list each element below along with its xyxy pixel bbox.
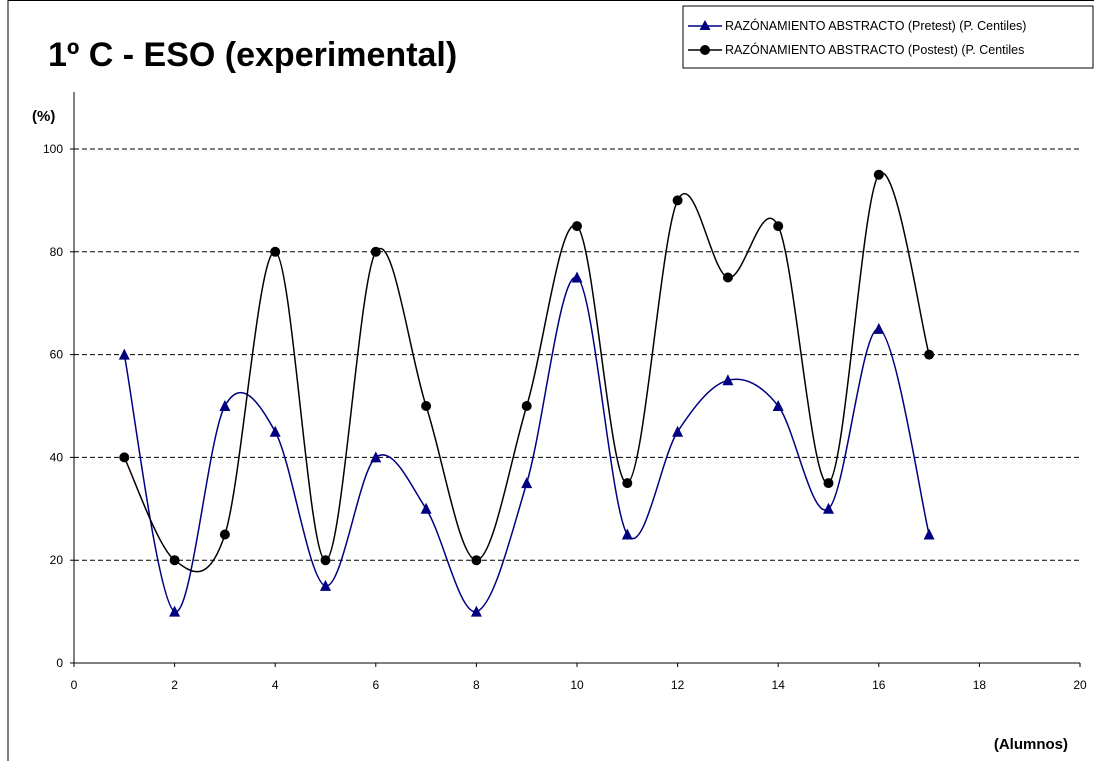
data-point-postest <box>169 555 180 566</box>
x-tick-label: 14 <box>772 678 786 692</box>
data-point-postest <box>572 221 582 232</box>
chart-title: 1º C - ESO (experimental) <box>48 36 457 74</box>
legend: RAZÓNAMIENTO ABSTRACTO (Pretest) (P. Cen… <box>682 5 1094 69</box>
x-tick-label: 6 <box>372 678 379 692</box>
x-tick-label: 18 <box>973 678 987 692</box>
data-point-pretest <box>370 451 382 463</box>
data-point-postest <box>119 452 130 463</box>
x-tick-labels: 0 2 4 6 8 10 12 14 16 18 20 <box>71 678 1087 692</box>
series-layer <box>118 169 935 617</box>
data-point-pretest <box>118 348 130 360</box>
data-point-postest <box>823 478 834 489</box>
data-point-postest <box>219 529 230 540</box>
y-tick-label: 20 <box>50 553 64 567</box>
data-point-pretest <box>320 579 331 591</box>
legend-label-postest: RAZÓNAMIENTO ABSTRACTO (Postest) (P. Cen… <box>725 42 1024 57</box>
data-point-postest <box>873 169 884 180</box>
x-tick-label: 0 <box>71 678 78 692</box>
x-tick-label: 10 <box>570 678 584 692</box>
data-point-postest <box>773 221 784 232</box>
y-tick-label: 100 <box>43 142 63 156</box>
axes <box>70 92 1081 667</box>
data-point-pretest <box>269 425 281 437</box>
legend-box <box>682 5 1094 69</box>
data-point-postest <box>672 195 683 206</box>
x-axis-title: (Alumnos) <box>994 736 1068 753</box>
y-axis-title: (%) <box>32 108 55 125</box>
legend-label-pretest: RAZÓNAMIENTO ABSTRACTO (Pretest) (P. Cen… <box>725 18 1026 33</box>
data-point-postest <box>320 555 331 566</box>
series-line-0 <box>123 276 930 613</box>
data-point-pretest <box>521 477 533 489</box>
legend-marker-pretest <box>699 20 711 30</box>
data-point-postest <box>722 272 733 283</box>
data-point-pretest <box>219 400 231 411</box>
data-point-pretest <box>823 502 834 514</box>
data-point-postest <box>924 349 935 360</box>
y-tick-label: 0 <box>56 656 63 670</box>
x-tick-label: 2 <box>171 678 178 692</box>
x-tick-label: 8 <box>473 678 480 692</box>
y-tick-labels: 0 20 40 60 80 100 <box>43 142 63 670</box>
data-point-pretest <box>621 528 633 540</box>
series-0 <box>118 271 935 617</box>
y-tick-label: 40 <box>50 450 64 464</box>
data-point-pretest <box>923 528 935 540</box>
x-tick-label: 16 <box>872 678 886 692</box>
data-point-pretest <box>420 502 432 514</box>
series-line-1 <box>123 172 930 573</box>
y-tick-label: 80 <box>50 245 64 259</box>
data-point-pretest <box>470 605 482 617</box>
data-point-postest <box>471 555 482 566</box>
data-point-postest <box>521 401 532 411</box>
legend-marker-postest <box>700 45 710 55</box>
data-point-postest <box>370 246 381 257</box>
x-tick-label: 4 <box>272 678 279 692</box>
x-tick-label: 12 <box>671 678 685 692</box>
data-point-pretest <box>873 322 885 334</box>
x-tick-label: 20 <box>1073 678 1087 692</box>
data-point-postest <box>622 478 633 489</box>
y-tick-label: 60 <box>50 348 64 362</box>
data-point-pretest <box>722 374 734 386</box>
data-point-postest <box>421 401 432 411</box>
data-point-pretest <box>772 400 784 411</box>
series-1 <box>119 169 935 573</box>
data-point-pretest <box>571 271 583 283</box>
data-point-pretest <box>169 605 181 617</box>
data-point-pretest <box>672 425 684 437</box>
data-point-postest <box>270 246 281 257</box>
